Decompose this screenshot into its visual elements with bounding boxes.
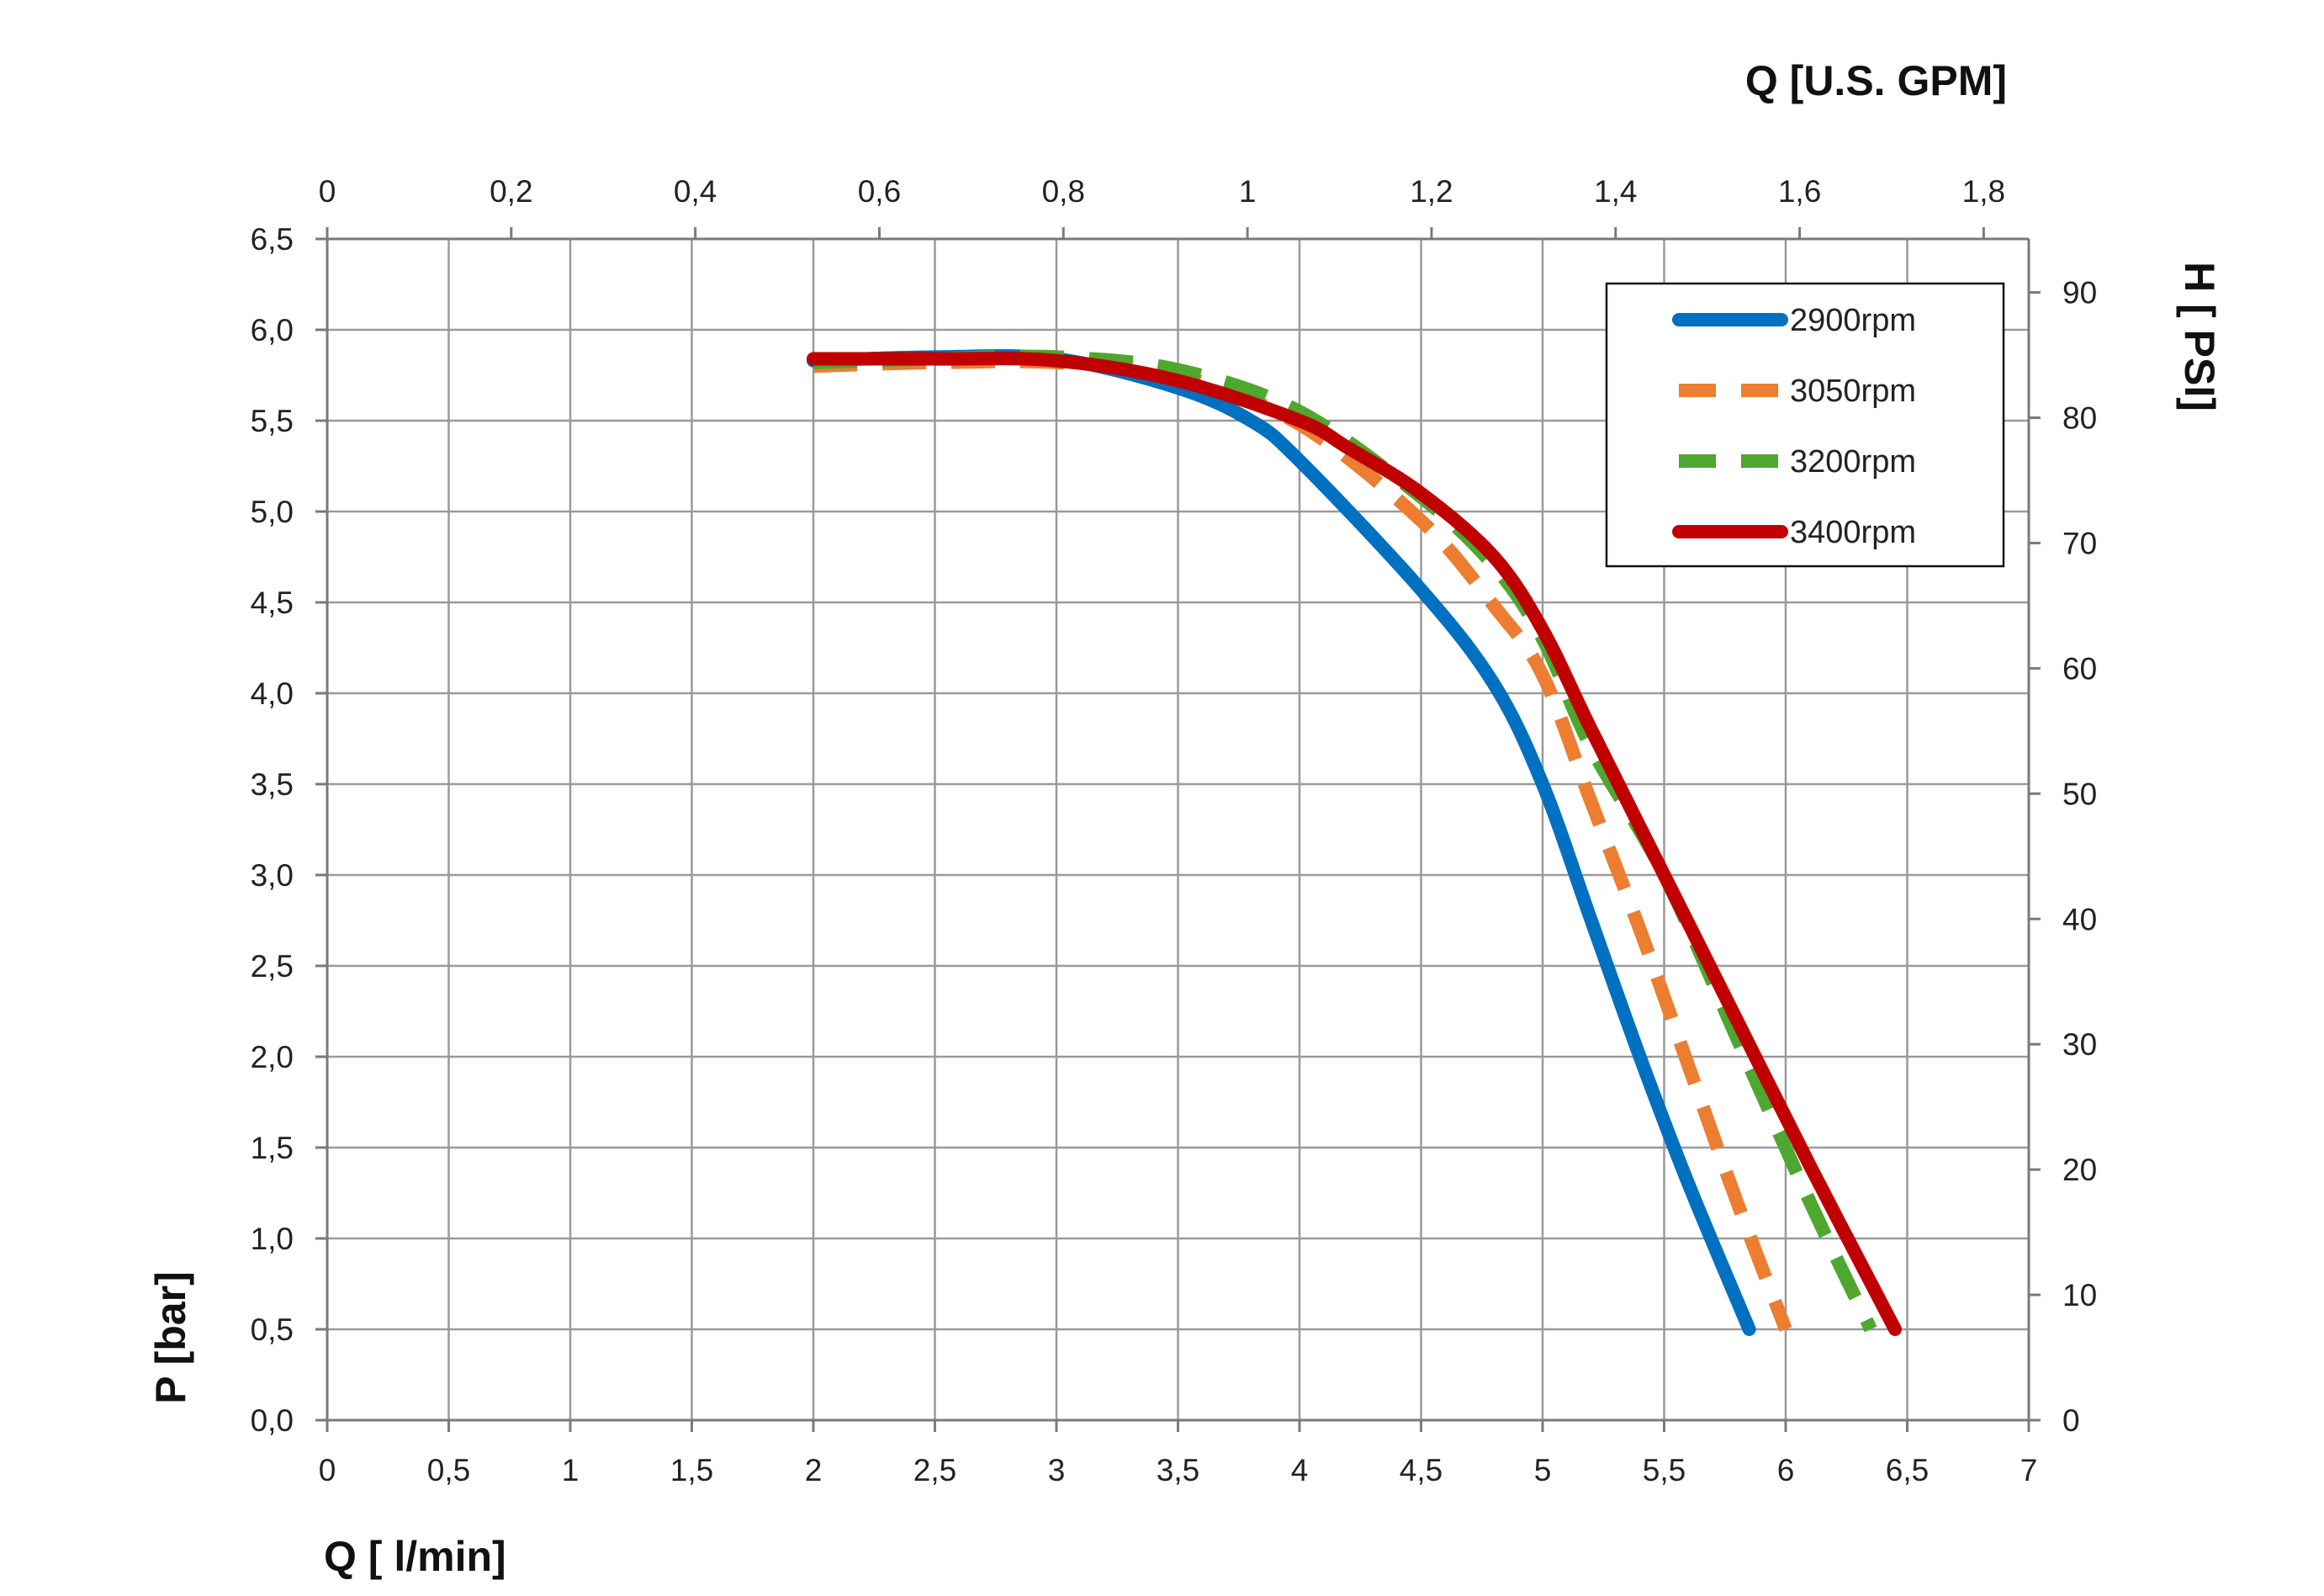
axis-titles: Q [U.S. GPM] H [ PSI] P [bar] Q [ l/min] xyxy=(147,57,2223,1580)
x-bottom-tick-label: 5,5 xyxy=(1643,1453,1686,1487)
y-left-tick-label: 3,5 xyxy=(251,767,294,802)
y-left-tick-label: 5,5 xyxy=(251,404,294,438)
x-bottom-tick-label: 4 xyxy=(1291,1453,1309,1487)
y-left-tick-label: 4,5 xyxy=(251,586,294,620)
y-left-tick-label: 2,5 xyxy=(251,949,294,984)
x-bottom-tick-label: 6 xyxy=(1777,1453,1795,1487)
x-bottom-tick-label: 3,5 xyxy=(1157,1453,1199,1487)
x-bottom-tick-label: 2 xyxy=(805,1453,823,1487)
tick-labels: 0 0,5 1 1,5 2 2,5 3 3,5 4 4,5 5 5,5 6 6,5 7 0,0 0,5 1,0 1,… xyxy=(251,174,2098,1487)
y-right-tick-label: 30 xyxy=(2062,1027,2097,1062)
axes xyxy=(315,227,2041,1432)
x-bottom-tick-label: 5 xyxy=(1534,1453,1552,1487)
y-right-tick-label: 40 xyxy=(2062,902,2097,936)
x-bottom-tick-label: 1 xyxy=(562,1453,580,1487)
x-top-tick-label: 0,6 xyxy=(858,174,901,209)
y-right-tick-label: 90 xyxy=(2062,276,2097,310)
x-bottom-tick-label: 4,5 xyxy=(1400,1453,1443,1487)
x-top-tick-label: 1,2 xyxy=(1410,174,1453,209)
x-top-tick-label: 1 xyxy=(1239,174,1257,209)
x-bottom-tick-label: 6,5 xyxy=(1886,1453,1929,1487)
x-top-tick-label: 0,8 xyxy=(1042,174,1085,209)
legend-label: 3050rpm xyxy=(1790,374,1916,409)
x-bottom-axis-title: Q [ l/min] xyxy=(324,1533,506,1580)
x-top-tick-label: 0,4 xyxy=(674,174,717,209)
y-left-tick-label: 5,0 xyxy=(251,495,294,529)
legend: 2900rpm 3050rpm 3200rpm 3400rpm xyxy=(1605,282,2005,568)
series-line-3400rpm xyxy=(807,352,1903,1336)
legend-label: 3400rpm xyxy=(1790,515,1916,550)
y-right-tick-label: 10 xyxy=(2062,1278,2097,1312)
x-bottom-tick-label: 0,5 xyxy=(427,1453,470,1487)
y-right-tick-label: 70 xyxy=(2062,526,2097,560)
x-bottom-tick-label: 1,5 xyxy=(670,1453,713,1487)
x-top-tick-label: 1,8 xyxy=(1962,174,2005,209)
y-right-tick-label: 80 xyxy=(2062,401,2097,436)
x-bottom-tick-label: 7 xyxy=(2020,1453,2038,1487)
legend-label: 2900rpm xyxy=(1790,303,1916,338)
x-bottom-tick-label: 2,5 xyxy=(913,1453,956,1487)
y-right-tick-label: 0 xyxy=(2062,1403,2080,1438)
y-right-axis-title: H [ PSI] xyxy=(2176,262,2223,411)
y-right-tick-label: 60 xyxy=(2062,651,2097,686)
y-left-tick-label: 0,5 xyxy=(251,1312,294,1347)
x-top-tick-label: 0,2 xyxy=(490,174,532,209)
y-left-tick-label: 0,0 xyxy=(251,1403,294,1438)
y-right-tick-label: 50 xyxy=(2062,777,2097,811)
x-top-axis-title: Q [U.S. GPM] xyxy=(1745,57,2007,104)
y-left-tick-label: 3,0 xyxy=(251,858,294,893)
y-left-tick-label: 2,0 xyxy=(251,1040,294,1074)
x-top-tick-label: 1,4 xyxy=(1594,174,1637,209)
y-left-axis-title: P [bar] xyxy=(147,1271,194,1403)
y-left-tick-label: 6,5 xyxy=(251,222,294,257)
y-left-tick-label: 1,0 xyxy=(251,1222,294,1256)
x-top-tick-label: 1,6 xyxy=(1778,174,1821,209)
y-left-tick-label: 1,5 xyxy=(251,1131,294,1165)
legend-label: 3200rpm xyxy=(1790,444,1916,480)
y-right-tick-label: 20 xyxy=(2062,1153,2097,1187)
x-top-tick-label: 0 xyxy=(319,174,336,209)
y-left-tick-label: 6,0 xyxy=(251,313,294,347)
series-lines xyxy=(807,349,1903,1336)
x-bottom-tick-label: 3 xyxy=(1048,1453,1066,1487)
y-left-tick-label: 4,0 xyxy=(251,676,294,711)
x-bottom-tick-label: 0 xyxy=(319,1453,336,1487)
legend-box xyxy=(1605,282,2005,568)
